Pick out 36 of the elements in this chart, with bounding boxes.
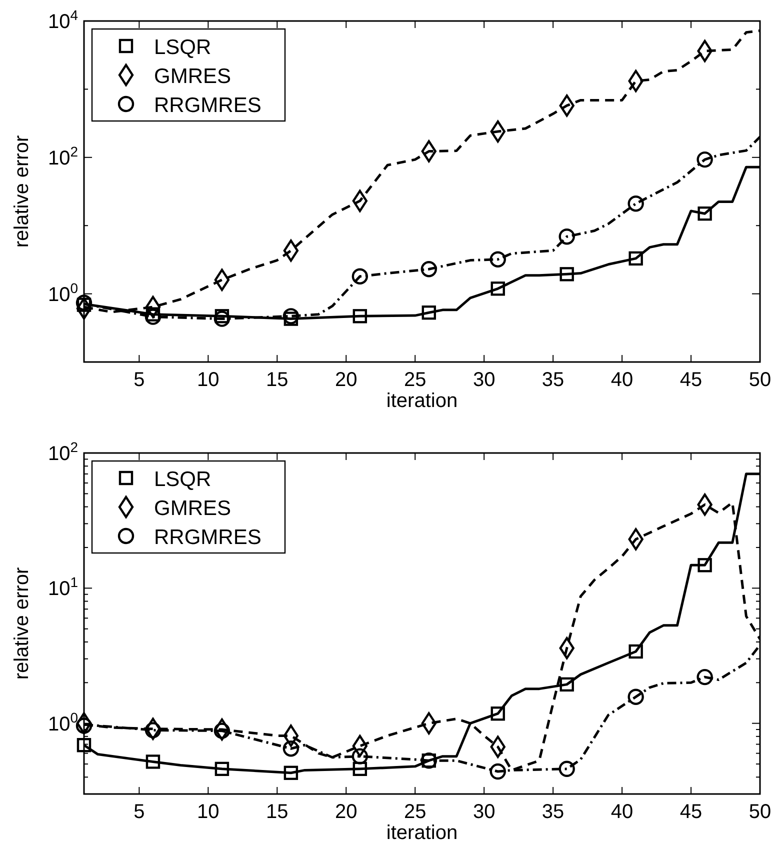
x-tick-label: 5 [134,801,145,823]
y-tick-label: 10$^{0}$ [48,709,78,736]
x-tick-label: 25 [404,801,426,823]
y-tick-label: 10$^{0}$ [48,280,78,306]
x-tick-label: 30 [472,801,496,823]
x-tick-label: 45 [680,801,702,823]
x-tick-label: 20 [334,801,358,823]
x-tick-label: 10 [197,801,220,823]
x-tick-label: 5 [134,369,145,391]
y-axis-title: relative error [11,135,33,248]
legend-label: LSQR [154,36,212,59]
x-axis-title: iteration [386,822,458,844]
x-tick-label: 25 [404,369,426,391]
x-tick-label: 15 [266,369,288,391]
y-tick-label: 10$^{2}$ [48,439,78,465]
x-tick-label: 40 [610,369,634,391]
x-tick-label: 35 [542,369,564,391]
x-axis-title: iteration [386,390,458,412]
x-tick-label: 15 [266,801,288,823]
y-tick-label: 10$^{2}$ [48,143,78,170]
x-tick-label: 50 [748,369,772,391]
legend-label: GMRES [154,497,232,520]
legend-label: GMRES [154,65,232,88]
x-tick-label: 35 [542,801,564,823]
x-tick-label: 45 [680,369,702,391]
legend-label: RRGMRES [154,94,262,117]
x-tick-label: 10 [197,369,220,391]
legend-label: LSQR [154,468,212,491]
x-tick-label: 40 [610,801,634,823]
legend-label: RRGMRES [154,526,262,549]
x-tick-label: 20 [334,369,358,391]
x-tick-label: 30 [472,369,496,391]
y-axis-title: relative error [11,567,33,680]
x-tick-label: 50 [748,801,772,823]
y-tick-label: 10$^{1}$ [48,574,78,600]
y-tick-label: 10$^{4}$ [48,7,78,33]
